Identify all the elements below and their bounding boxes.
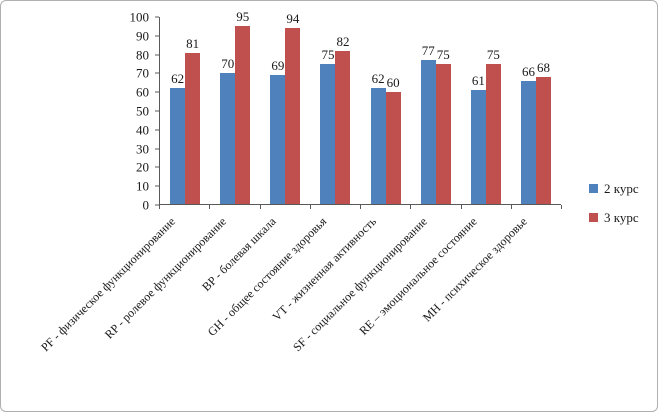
bar-value-label: 77 (421, 43, 435, 59)
bar-value-label: 66 (521, 63, 535, 79)
bar-value-label: 75 (486, 46, 500, 62)
category-label: BP - болевая шкала (199, 214, 279, 294)
bar: 95 (235, 9, 251, 204)
plot-area: 62 81 70 95 69 94 75 82 62 60 77 75 61 75 66 68 (159, 9, 561, 205)
y-tick-mark (155, 35, 159, 37)
bar-value-label: 70 (221, 56, 235, 72)
bar: 62 (370, 71, 386, 204)
y-tick-label: 40 (136, 122, 149, 138)
y-tick-label: 50 (136, 103, 149, 119)
bar: 70 (220, 56, 236, 204)
x-tick-mark (510, 205, 512, 209)
bar: 75 (320, 47, 336, 204)
bar: 60 (385, 75, 401, 204)
category-label: GH - общее состояние здоровья (204, 214, 330, 339)
bar: 75 (435, 47, 451, 204)
bar-value-label: 82 (336, 33, 350, 49)
legend-item: 2 курс (589, 181, 639, 196)
bar-group: 77 75 (411, 17, 461, 204)
x-tick-mark (410, 205, 412, 209)
x-tick-mark (360, 205, 361, 209)
x-tick-mark (460, 205, 462, 209)
legend-item: 3 курс (589, 210, 639, 225)
bar-value-label: 81 (186, 35, 200, 51)
x-tick-mark (309, 205, 311, 209)
category-label: SF - социальное функционирование (289, 214, 430, 355)
y-tick-label: 20 (136, 159, 149, 175)
y-tick-label: 70 (136, 65, 149, 81)
y-tick-mark (155, 204, 159, 206)
y-tick-label: 90 (136, 28, 149, 44)
legend-marker (589, 184, 598, 193)
bar-group: 66 68 (511, 17, 561, 204)
y-tick-mark (155, 72, 159, 74)
y-axis: 0 10 20 30 40 50 60 70 80 90 100 (109, 11, 159, 212)
bar-value-label: 60 (386, 74, 400, 90)
category-label: RE – эмоциональное состояние (356, 214, 480, 338)
y-tick-label: 10 (136, 178, 149, 194)
bar: 62 (170, 71, 186, 204)
y-tick-mark (155, 129, 159, 131)
y-tick-label: 100 (129, 9, 150, 25)
legend-label: 3 курс (604, 210, 639, 225)
bar-group: 62 60 (361, 17, 411, 204)
y-tick-mark (155, 185, 159, 187)
bar-value-label: 94 (286, 11, 300, 27)
bar: 61 (470, 73, 486, 204)
bar-value-label: 75 (436, 46, 450, 62)
bar-value-label: 95 (236, 9, 250, 25)
x-tick-mark (561, 205, 562, 209)
legend: 2 курс 3 курс (589, 181, 639, 225)
y-tick-mark (155, 91, 159, 93)
bar: 69 (270, 58, 286, 204)
x-tick-mark (209, 205, 211, 209)
bar-value-label: 69 (271, 57, 285, 73)
bar-group: 62 81 (160, 17, 210, 204)
x-tick-mark (259, 205, 261, 209)
bar-group: 75 82 (310, 17, 360, 204)
bar-group: 61 75 (461, 17, 511, 204)
category-label: PF - физическое функционирование (38, 214, 179, 355)
bar-group: 69 94 (260, 11, 310, 204)
bar-value-label: 75 (321, 46, 335, 62)
y-tick-mark (155, 166, 159, 168)
bar: 82 (335, 34, 351, 204)
legend-marker (589, 213, 598, 222)
bar: 81 (185, 36, 201, 204)
bar-value-label: 68 (536, 59, 550, 75)
bar: 75 (485, 47, 501, 204)
bar: 68 (535, 60, 551, 204)
y-tick-mark (155, 110, 159, 112)
legend-label: 2 курс (604, 181, 639, 196)
y-tick-mark (155, 54, 159, 56)
bar-value-label: 62 (371, 71, 385, 87)
category-label: RP - ролевое функционирование (101, 214, 229, 342)
bar-groups: 62 81 70 95 69 94 75 82 62 60 77 75 61 75 66 68 (160, 9, 561, 204)
category-labels: PF - физическое функционирование RP - рол… (38, 207, 561, 407)
y-tick-label: 30 (136, 141, 149, 157)
y-tick-label: 60 (136, 84, 149, 100)
category-label: MH - психическое здоровье (419, 214, 531, 325)
x-axis-ticks (159, 205, 562, 209)
bar: 94 (285, 11, 301, 204)
y-tick-mark (155, 148, 159, 150)
bar-value-label: 62 (171, 71, 185, 87)
bar: 66 (520, 64, 536, 204)
category-label: VT - жизненная активность (269, 214, 380, 324)
bar-group: 70 95 (210, 9, 260, 204)
y-tick-mark (155, 16, 159, 18)
bar-value-label: 61 (471, 72, 485, 88)
y-tick-label: 80 (136, 47, 149, 63)
bar: 77 (420, 43, 436, 204)
y-tick-label: 0 (142, 197, 150, 213)
x-tick-mark (159, 205, 160, 209)
